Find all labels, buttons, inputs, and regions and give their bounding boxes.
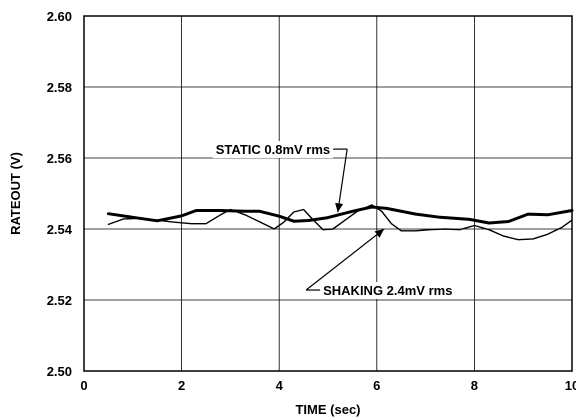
plot-frame: [83, 15, 573, 372]
annotation-arrow-shaft: [305, 228, 385, 291]
x-tick-label: 6: [373, 378, 380, 393]
annotation-background: [212, 141, 334, 159]
y-tick-label: 2.52: [47, 293, 72, 308]
series: [106, 204, 574, 241]
y-tick-label: 2.60: [47, 9, 72, 24]
grid: [83, 15, 573, 372]
series-line-static: [106, 205, 574, 225]
annotation-label: STATIC 0.8mV rms: [216, 142, 330, 157]
y-tick-label: 2.50: [47, 364, 72, 379]
series-line-shaking: [107, 204, 573, 241]
arrowhead-icon: [335, 202, 344, 213]
y-tick-label: 2.58: [47, 80, 72, 95]
annotation-label: SHAKING 2.4mV rms: [323, 283, 452, 298]
annotation-arrow-shaft: [337, 149, 348, 213]
x-tick-label: 10: [565, 378, 576, 393]
y-axis-title: RATEOUT (V): [8, 152, 23, 235]
y-tick-label: 2.54: [47, 222, 73, 237]
x-tick-label: 0: [80, 378, 87, 393]
x-tick-label: 8: [471, 378, 478, 393]
y-tick-label: 2.56: [47, 151, 72, 166]
annotation-background: [320, 282, 456, 300]
x-tick-label: 2: [178, 378, 185, 393]
x-axis-title: TIME (sec): [295, 402, 360, 417]
arrowhead-icon: [374, 229, 385, 238]
annotations: STATIC 0.8mV rms SHAKING 2.4mV rms: [212, 141, 456, 300]
tick-labels: 0 2 4 6 8 10 2.50 2.52 2.54 2.56 2.58 2.60: [47, 9, 576, 393]
x-tick-label: 4: [276, 378, 284, 393]
